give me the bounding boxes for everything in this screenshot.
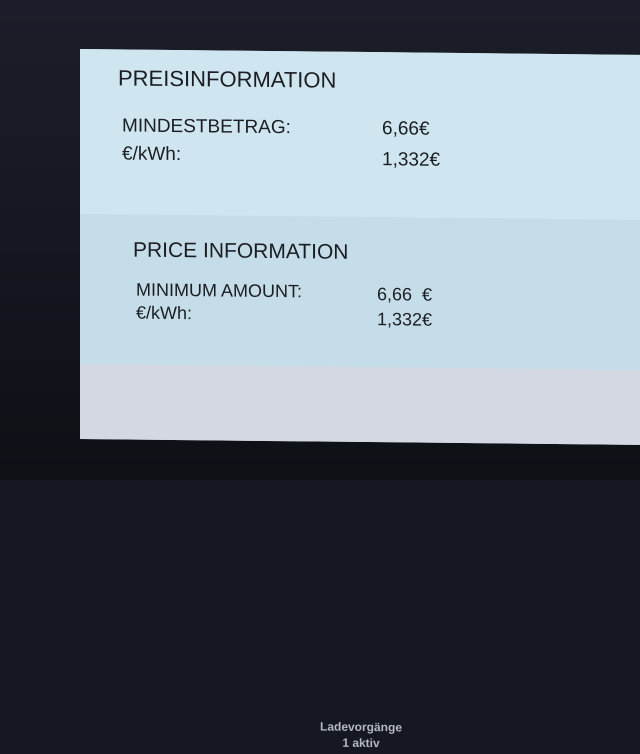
status-footer[interactable]: Ladevorgänge 1 aktiv <box>80 364 640 750</box>
minimum-amount-label-de: MINDESTBETRAG: <box>122 115 291 139</box>
kwh-label-en: €/kWh: <box>136 302 193 324</box>
minimum-amount-value-de: 6,66€ <box>382 118 430 140</box>
minimum-amount-value-en: 6,66 € <box>377 284 433 305</box>
charging-sessions-count: 1 aktiv <box>342 735 380 751</box>
charging-sessions-status: Ladevorgänge 1 aktiv <box>320 719 402 752</box>
german-price-panel: PREISINFORMATION MINDESTBETRAG: 6,66€ €/… <box>80 49 640 220</box>
english-price-panel: PRICE INFORMATION MINIMUM AMOUNT: 6,66 €… <box>80 214 640 370</box>
english-title: PRICE INFORMATION <box>133 238 349 264</box>
minimum-amount-label-en: MINIMUM AMOUNT: <box>136 279 302 302</box>
kwh-value-en: 1,332€ <box>377 309 433 330</box>
price-screen: PREISINFORMATION MINDESTBETRAG: 6,66€ €/… <box>80 49 640 750</box>
german-title: PREISINFORMATION <box>118 65 337 93</box>
charging-sessions-label: Ladevorgänge <box>320 719 403 735</box>
kwh-value-de: 1,332€ <box>382 149 441 171</box>
kwh-label-de: €/kWh: <box>122 143 182 166</box>
